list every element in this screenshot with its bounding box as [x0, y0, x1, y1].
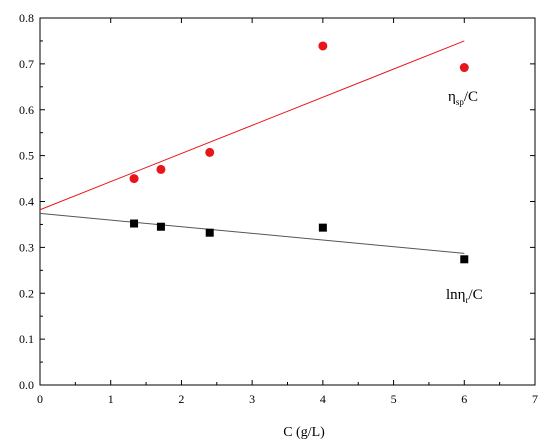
plot-frame: [39, 17, 536, 386]
y-tick-label: 0.4: [19, 195, 34, 209]
fit-lines: [39, 40, 465, 254]
plot-border: [39, 17, 536, 386]
x-tick-label: 6: [461, 392, 467, 406]
data-point-series-1: [130, 219, 139, 228]
series-label-ln-eta-r: lnηr/C: [446, 287, 483, 305]
y-tick-label: 0.3: [19, 240, 34, 254]
x-tick-label: 2: [178, 392, 184, 406]
y-tick-label: 0.8: [19, 11, 34, 25]
x-tick-label: 3: [249, 392, 255, 406]
y-tick-label: 0.7: [19, 57, 34, 71]
x-tick-label: 7: [532, 392, 538, 406]
x-tick-label: 0: [37, 392, 43, 406]
data-point-series-1: [318, 223, 327, 232]
data-point-series-0: [459, 63, 469, 73]
y-tick-label: 0.5: [19, 149, 34, 163]
series-label-eta-sp: ηsp/C: [448, 89, 478, 107]
data-point-series-0: [318, 41, 328, 51]
data-point-series-0: [205, 147, 215, 157]
y-tick-label: 0.6: [19, 103, 34, 117]
x-axis-title: C (g/L): [283, 425, 325, 440]
x-tick-label: 5: [391, 392, 397, 406]
y-tick-label: 0.1: [19, 332, 34, 346]
data-point-series-0: [129, 174, 139, 184]
data-point-series-0: [156, 164, 166, 174]
x-tick-label: 1: [108, 392, 114, 406]
data-point-series-1: [205, 228, 214, 237]
x-axis: 0 1 2 3 4 5 6 7: [37, 18, 538, 406]
data-points: [129, 41, 469, 264]
y-tick-label: 0.0: [19, 378, 34, 392]
fit-line-series-0: [39, 40, 465, 211]
data-point-series-1: [460, 255, 469, 264]
y-axis: 0.0 0.1 0.2 0.3 0.4 0.5 0.6 0.7 0.8: [19, 11, 535, 392]
data-point-series-1: [156, 222, 165, 231]
x-tick-label: 4: [320, 392, 326, 406]
y-tick-label: 0.2: [19, 286, 34, 300]
fit-line-series-1: [39, 212, 465, 254]
